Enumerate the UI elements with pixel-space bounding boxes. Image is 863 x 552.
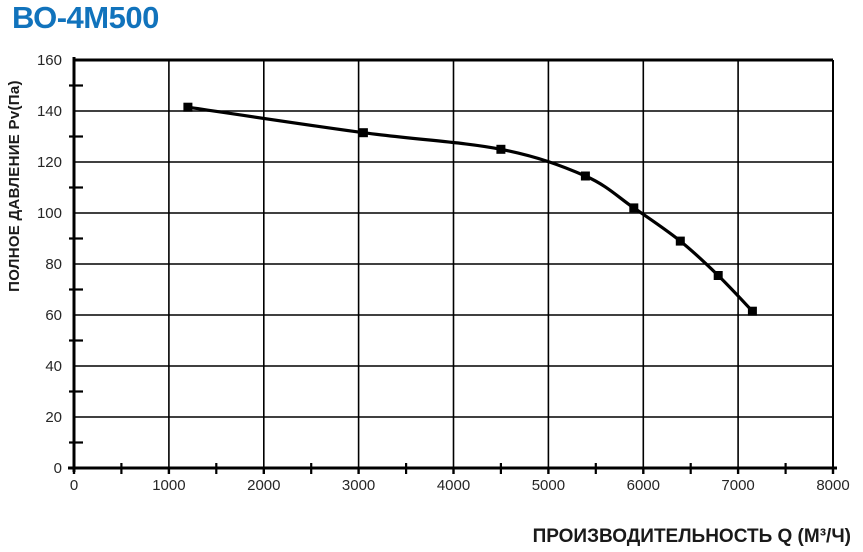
y-tick-label: 100: [37, 205, 62, 222]
y-axis-label: ПОЛНОЕ ДАВЛЕНИЕ Pv(Па): [6, 80, 23, 292]
y-tick-label: 80: [45, 256, 62, 273]
y-tick-label: 140: [37, 103, 62, 120]
data-point-marker: [358, 128, 368, 138]
data-point-marker: [713, 271, 723, 280]
data-point-marker: [496, 144, 506, 154]
x-tick-label: 5000: [532, 477, 565, 494]
data-point-marker: [675, 236, 685, 246]
x-tick-label: 8000: [816, 477, 849, 494]
y-tick-label: 120: [37, 154, 62, 171]
x-tick-label: 0: [70, 477, 78, 494]
data-point-marker: [183, 102, 193, 112]
x-tick-label: 3000: [342, 477, 375, 494]
x-tick-label: 2000: [247, 477, 280, 494]
y-tick-label: 0: [54, 460, 62, 477]
y-tick-label: 20: [45, 409, 62, 426]
page-title: ВО-4М500: [12, 0, 159, 35]
y-tick-label: 60: [45, 307, 62, 324]
performance-curve: [186, 105, 754, 313]
x-tick-label: 6000: [627, 477, 660, 494]
x-tick-label: 1000: [152, 477, 185, 494]
data-point-marker: [629, 203, 639, 213]
data-point-marker: [580, 171, 590, 181]
x-tick-label: 4000: [437, 477, 470, 494]
chart-plot-area: 0 20 40 60 80 100 120 140 160 0 1000 2000 3000 4000 50…: [37, 52, 850, 494]
y-tick-label: 40: [45, 358, 62, 375]
y-tick-label: 160: [37, 52, 62, 69]
data-point-marker: [747, 306, 757, 316]
x-axis-label: ПРОИЗВОДИТЕЛЬНОСТЬ Q (М³/Ч): [533, 526, 851, 547]
x-tick-label: 7000: [721, 477, 754, 494]
